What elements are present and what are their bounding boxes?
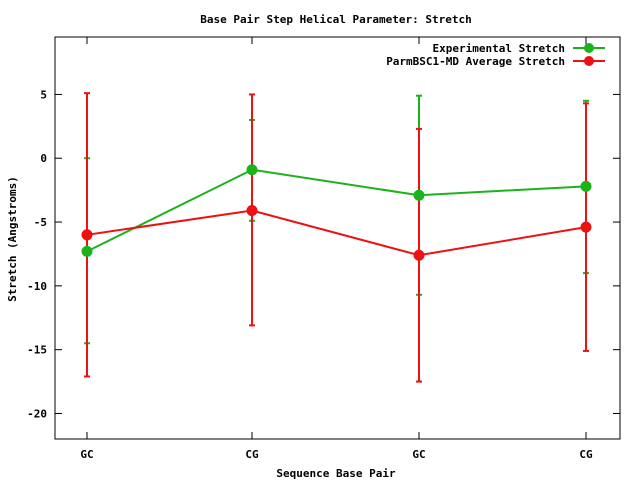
parmbsc1-data-point [413, 249, 425, 261]
y-tick-label: 5 [40, 88, 47, 101]
parmbsc1-legend-label: ParmBSC1-MD Average Stretch [386, 55, 565, 68]
experimental-data-point [413, 189, 425, 201]
y-tick-label: -20 [27, 407, 47, 420]
experimental-data-point [580, 180, 592, 192]
experimental-series-line [86, 168, 587, 253]
experimental-legend-marker [584, 43, 594, 53]
y-axis-label: Stretch (Angstroms) [6, 176, 19, 302]
y-tick-label: -10 [27, 280, 47, 293]
y-tick-label: -5 [34, 216, 47, 229]
parmbsc1-series-line [86, 209, 587, 257]
y-tick-label: 0 [40, 152, 47, 165]
x-tick-label: GC [80, 448, 93, 461]
experimental-legend-label: Experimental Stretch [433, 42, 565, 55]
x-tick-label: CG [579, 448, 593, 461]
x-axis-label: Sequence Base Pair [276, 467, 396, 480]
experimental-data-point [81, 245, 93, 257]
x-tick-label: GC [412, 448, 425, 461]
parmbsc1-data-point [246, 205, 258, 217]
parmbsc1-data-point [580, 221, 592, 233]
plot-frame [54, 36, 621, 440]
parmbsc1-legend-marker [584, 56, 594, 66]
parmbsc1-data-point [81, 229, 93, 241]
y-tick-label: -15 [27, 344, 47, 357]
experimental-data-point [246, 164, 258, 176]
x-tick-label: CG [245, 448, 259, 461]
chart-title: Base Pair Step Helical Parameter: Stretc… [200, 13, 472, 26]
